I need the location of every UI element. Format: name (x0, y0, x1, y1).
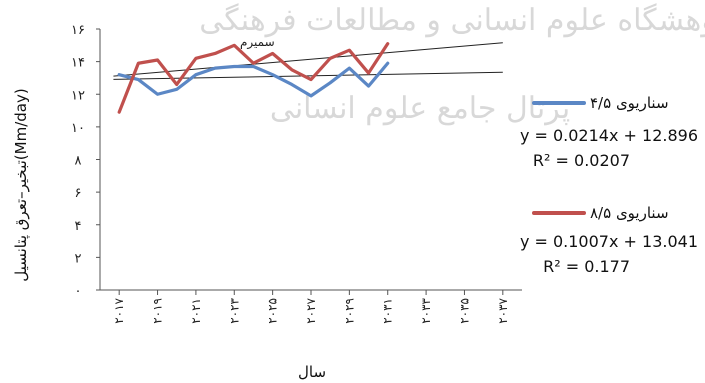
watermark-text-bottom: پرتال جامع علوم انسانی (270, 91, 570, 126)
series-line-2 (117, 42, 390, 114)
x-tick-label: ۲۰۳۵ (457, 298, 471, 324)
legend-label-1: سناریوی ۴/۵ (590, 94, 669, 112)
y-tick-label: ۱۴ (71, 56, 85, 71)
y-tick-label: ۸ (75, 154, 82, 169)
y-tick-label: ۱۲ (71, 88, 85, 103)
x-tick-label: ۲۰۳۱ (381, 298, 395, 324)
x-tick-label: ۲۰۲۹ (342, 298, 356, 324)
x-tick-label: ۲۰۲۳ (227, 297, 241, 323)
y-tick-label: ۱۶ (71, 23, 85, 38)
y-tick-label: ۲ (75, 251, 82, 266)
y-tick-label: ۰ (75, 284, 82, 299)
y-axis-title: تبخیر–تعرق پتانسیل(Mm/day) (12, 88, 31, 281)
series-line-1 (117, 61, 390, 98)
x-tick-label: ۲۰۳۷ (496, 297, 510, 323)
trend-equation-2: y = 0.1007x + 13.041 (520, 232, 698, 251)
x-axis-title: سال (298, 363, 326, 381)
x-tick-label: ۲۰۱۷ (112, 297, 126, 323)
legend: سناریوی ۴/۵ y = 0.0214x + 12.896 R² = 0.02… (520, 94, 698, 276)
watermark: پژوهشگاه علوم انسانی و مطالعات فرهنگی پر… (199, 3, 705, 126)
trendline (113, 71, 503, 80)
trendline (113, 42, 503, 77)
x-tick-label: ۲۰۲۷ (304, 297, 318, 323)
chart-annotation: سمیرم (240, 35, 275, 50)
plot-area: ۰ ۲ ۴ ۶ ۸ ۱۰ ۱۲ ۱۴ ۱۶ ۲۰۱۷ ۲۰۱۹ ۲۰۲۱ ۲۰۲۳ ۲۰۲۵ ۲۰۲۷ ۲۰۲… (71, 23, 522, 324)
x-tick-label: ۲۰۳۳ (419, 297, 433, 323)
x-tick-label: ۲۰۱۹ (151, 298, 165, 324)
x-tick-label: ۲۰۲۱ (189, 298, 203, 324)
trend-r2-2: R² = 0.177 (543, 257, 630, 276)
legend-label-2: سناریوی ۸/۵ (590, 204, 669, 222)
y-tick-label: ۶ (75, 186, 82, 201)
trend-r2-1: R² = 0.0207 (533, 151, 630, 170)
trend-equation-1: y = 0.0214x + 12.896 (520, 126, 698, 145)
x-tick-label: ۲۰۲۵ (266, 298, 280, 324)
y-tick-label: ۱۰ (71, 121, 85, 136)
y-tick-label: ۴ (75, 219, 82, 234)
watermark-text-top: پژوهشگاه علوم انسانی و مطالعات فرهنگی (199, 3, 705, 38)
